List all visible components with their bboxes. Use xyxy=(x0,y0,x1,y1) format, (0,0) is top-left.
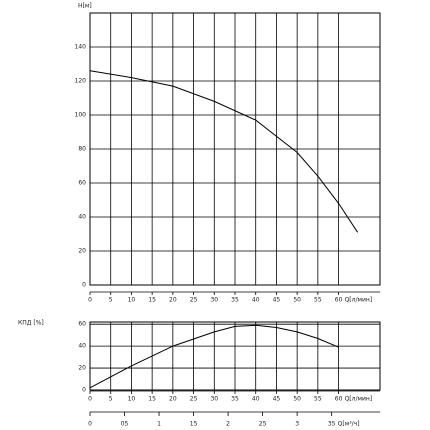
x-tick-label: 30 xyxy=(210,297,218,304)
x-tick-label: 20 xyxy=(169,396,177,403)
x-tick-label: 15 xyxy=(148,297,156,304)
y-axis-label: КПД [%] xyxy=(18,320,44,327)
x2-tick-label: 25 xyxy=(259,421,267,428)
x-tick-label: 60 xyxy=(335,297,343,304)
x2-axis-label: Q[м³/ч] xyxy=(338,421,360,428)
x2-tick-label: 05 xyxy=(121,421,129,428)
x-tick-label: 35 xyxy=(231,297,239,304)
x-tick-label: 45 xyxy=(273,297,281,304)
x-tick-label: 0 xyxy=(88,396,92,403)
x-axis-label: Q[л/мин] xyxy=(345,297,373,304)
y-tick-label: 40 xyxy=(78,343,86,350)
x-tick-label: 35 xyxy=(231,396,239,403)
x-axis-label: Q[л/мин] xyxy=(345,396,373,403)
y-tick-label: 0 xyxy=(82,387,86,394)
x2-tick-label: 3 xyxy=(295,421,299,428)
y-tick-label: 60 xyxy=(78,180,86,187)
y-axis-label: H[м] xyxy=(78,3,92,10)
x-tick-label: 60 xyxy=(335,396,343,403)
x-tick-label: 50 xyxy=(293,396,301,403)
x-tick-label: 55 xyxy=(314,297,322,304)
y-tick-label: 40 xyxy=(78,214,86,221)
x2-tick-label: 1 xyxy=(157,421,161,428)
y-tick-label: 0 xyxy=(82,282,86,289)
x2-tick-label: 35 xyxy=(328,421,336,428)
x-tick-label: 55 xyxy=(314,396,322,403)
y-tick-label: 20 xyxy=(78,248,86,255)
x-tick-label: 5 xyxy=(109,297,113,304)
x-tick-label: 45 xyxy=(273,396,281,403)
curve xyxy=(89,324,339,389)
x2-tick-label: 2 xyxy=(226,421,230,428)
y-tick-label: 100 xyxy=(75,112,87,119)
x-tick-label: 15 xyxy=(148,396,156,403)
x-tick-label: 40 xyxy=(252,297,260,304)
x2-tick-label: 0 xyxy=(88,421,92,428)
curve xyxy=(89,70,359,233)
x-tick-label: 5 xyxy=(109,396,113,403)
x-tick-label: 40 xyxy=(252,396,260,403)
y-tick-label: 20 xyxy=(78,365,86,372)
x-tick-label: 25 xyxy=(190,297,198,304)
y-tick-label: 60 xyxy=(78,321,86,328)
y-tick-label: 140 xyxy=(75,44,87,51)
x-tick-label: 50 xyxy=(293,297,301,304)
x-tick-label: 25 xyxy=(190,396,198,403)
x-tick-label: 10 xyxy=(128,396,136,403)
x-tick-label: 30 xyxy=(210,396,218,403)
x-tick-label: 20 xyxy=(169,297,177,304)
x-tick-label: 10 xyxy=(128,297,136,304)
x2-tick-label: 15 xyxy=(190,421,198,428)
y-tick-label: 80 xyxy=(78,146,86,153)
x-tick-label: 0 xyxy=(88,297,92,304)
y-tick-label: 120 xyxy=(75,78,87,85)
